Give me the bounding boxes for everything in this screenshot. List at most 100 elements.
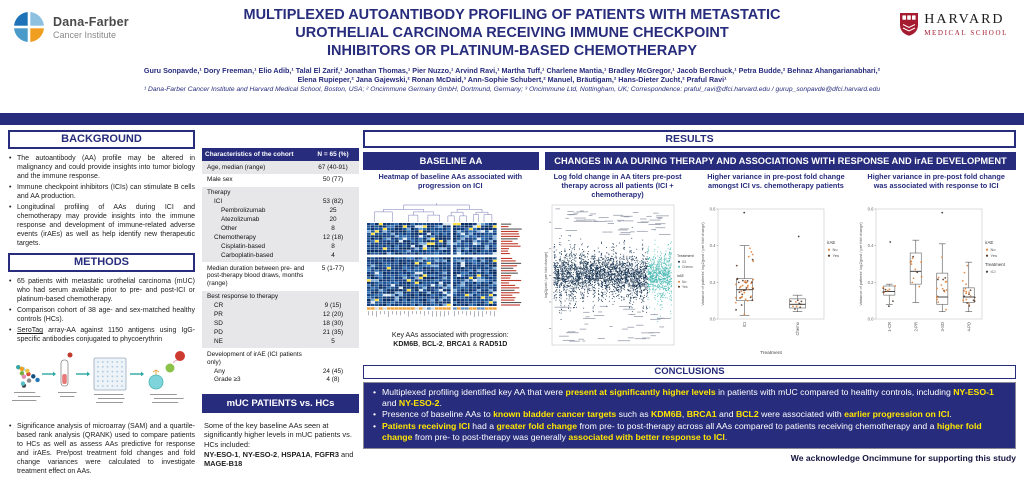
key-aas-text: Key AAs associated with progression: KDM… bbox=[391, 332, 509, 348]
svg-text:ICI: ICI bbox=[682, 260, 686, 264]
table-row: Development of irAE (ICI patients only) bbox=[207, 350, 302, 366]
cohort-table-group: Male sex 50 (77) bbox=[202, 174, 359, 187]
cohort-table-group: Median duration between pre- and post-th… bbox=[202, 262, 359, 291]
table-row: PR 12 (20) bbox=[214, 311, 344, 319]
variance-by-treatment-boxplot: 0.0 0.2 0.4 0.6 Variance of patients' log2(p… bbox=[700, 207, 839, 357]
baseline-aa-bar: BASELINE AA bbox=[363, 152, 539, 170]
table-row: Cisplatin-based 8 bbox=[221, 242, 335, 250]
variance-response-title: Higher variance in pre-post fold change … bbox=[867, 172, 1005, 190]
conclusion-bullet: Presence of baseline AAs to known bladde… bbox=[372, 409, 1005, 420]
methods-workflow-diagram bbox=[11, 351, 185, 403]
table-row: Chemotherapy 12 (18) bbox=[214, 233, 344, 241]
table-row: Age, median (range) 67 (40-91) bbox=[207, 163, 348, 171]
dana-farber-subtitle: Cancer Institute bbox=[53, 29, 117, 40]
table-row: Carboplatin-based 4 bbox=[221, 251, 335, 259]
methods-analysis-bullet-list: Significance analysis of microarray (SAM… bbox=[8, 422, 195, 476]
conclusion-bullet: Multiplexed profiling identified key AA … bbox=[372, 387, 1005, 409]
muc-vs-hc-section-header: mUC PATIENTS vs. HCs bbox=[202, 393, 359, 413]
svg-text:No: No bbox=[682, 280, 686, 284]
background-bullet: Longitudinal profiling of AAs during ICI… bbox=[8, 203, 195, 248]
background-bullet: Immune checkpoint inhibitors (ICIs) can … bbox=[8, 183, 195, 201]
methods-bullet: Significance analysis of microarray (SAM… bbox=[8, 422, 195, 476]
table-row: ICI 53 (82) bbox=[214, 198, 344, 206]
table-row: SD 18 (30) bbox=[214, 320, 344, 327]
background-section-header: BACKGROUND bbox=[8, 130, 195, 149]
cohort-table: Characteristics of the cohort N = 65 (%)… bbox=[202, 148, 359, 387]
table-row: Best response to therapy bbox=[207, 293, 279, 301]
table-row: Atezolizumab 20 bbox=[221, 216, 337, 224]
cohort-table-group: Therapy ICI 53 (82) Pembrolizumab 25 Atezoliz… bbox=[202, 186, 359, 263]
harvard-logo: HARVARD MEDICAL SCHOOL bbox=[899, 12, 1008, 37]
logfold-strip-chart: log2(post / pre fold change) Treatment ICI… bbox=[544, 204, 694, 346]
harvard-name: HARVARD bbox=[924, 12, 1005, 27]
svg-text:0.2: 0.2 bbox=[709, 280, 715, 285]
results-subsection-bars: BASELINE AA CHANGES IN AA DURING THERAPY… bbox=[363, 152, 1016, 170]
methods-section-header: METHODS bbox=[8, 253, 195, 272]
panel-variance-response: Higher variance in pre-post fold change … bbox=[856, 172, 1016, 362]
methods-bullet: 65 patients with metastatic urothelial c… bbox=[8, 277, 195, 304]
cohort-table-header-n: N = 65 (%) bbox=[317, 151, 349, 158]
conclusions-section-header: CONCLUSIONS bbox=[363, 365, 1016, 379]
harvard-subtitle: MEDICAL SCHOOL bbox=[924, 29, 1008, 37]
results-column: RESULTS BASELINE AA CHANGES IN AA DURING… bbox=[363, 130, 1016, 463]
conclusion-bullet: Patients receiving ICI had a greater fol… bbox=[372, 421, 1005, 443]
changes-in-aa-bar: CHANGES IN AA DURING THERAPY AND ASSOCIA… bbox=[545, 152, 1016, 170]
cohort-column: Characteristics of the cohort N = 65 (%)… bbox=[202, 148, 359, 469]
title-line-1: MULTIPLEXED AUTOANTIBODY PROFILING OF PA… bbox=[243, 7, 781, 23]
table-row: Therapy bbox=[207, 189, 231, 197]
table-row: Male sex 50 (77) bbox=[207, 176, 344, 184]
panel-logfold-strip: Log fold change in AA titers pre-post th… bbox=[540, 172, 696, 362]
cohort-table-header-label: Characteristics of the cohort bbox=[205, 151, 294, 158]
poster-title: MULTIPLEXED AUTOANTIBODY PROFILING OF PA… bbox=[150, 6, 874, 60]
heatmap-title: Heatmap of baseline AAs associated with … bbox=[378, 172, 523, 190]
svg-text:0.4: 0.4 bbox=[709, 243, 715, 248]
left-column: BACKGROUND The autoantibody (AA) profile… bbox=[8, 130, 195, 478]
affiliations: ¹ Dana-Farber Cancer Institute and Harva… bbox=[143, 86, 881, 93]
table-row: Other 8 bbox=[221, 224, 335, 232]
background-bullet: The autoantibody (AA) profile may be alt… bbox=[8, 154, 195, 181]
methods-bullet: Comparison cohort of 38 age- and sex-mat… bbox=[8, 306, 195, 324]
acknowledgment-text: We acknowledge Oncimmune for supporting … bbox=[790, 453, 1016, 464]
results-section-header: RESULTS bbox=[363, 130, 1016, 148]
dana-farber-logo-icon bbox=[12, 10, 46, 44]
table-row: Grade ≥3 4 (8) bbox=[214, 376, 340, 384]
dana-farber-logo: Dana-Farber Cancer Institute bbox=[12, 10, 129, 44]
poster-header: Dana-Farber Cancer Institute MULTIPLEXED… bbox=[0, 0, 1024, 112]
svg-text:Variance of patients' log2(pos: Variance of patients' log2(post / pre fo… bbox=[700, 222, 705, 306]
cohort-table-group: Age, median (range) 67 (40-91) bbox=[202, 161, 359, 174]
strip-plot-title: Log fold change in AA titers pre-post th… bbox=[553, 172, 682, 199]
cohort-table-group: Best response to therapy CR 9 (15) PR 12 (20… bbox=[202, 290, 359, 349]
svg-text:0.0: 0.0 bbox=[709, 317, 715, 322]
background-bullet-list: The autoantibody (AA) profile may be alt… bbox=[8, 154, 195, 248]
svg-text:irAE: irAE bbox=[677, 274, 685, 278]
table-row: Median duration between pre- and post-th… bbox=[207, 264, 345, 288]
baseline-aa-heatmap-chart bbox=[367, 203, 522, 318]
svg-text:Chemo: Chemo bbox=[682, 265, 693, 269]
table-row: NE 5 bbox=[214, 337, 335, 345]
svg-text:log2(post / pre fold change): log2(post / pre fold change) bbox=[544, 251, 548, 298]
svg-text:Yes: Yes bbox=[682, 285, 688, 289]
panel-variance-treatment: Higher variance in pre-post fold change … bbox=[698, 172, 855, 362]
harvard-shield-icon bbox=[900, 13, 919, 36]
authors-block: Guru Sonpavde,¹ Dory Freeman,¹ Elio Adib… bbox=[38, 66, 986, 95]
table-row: PD 21 (35) bbox=[214, 328, 344, 336]
header-divider-band bbox=[0, 113, 1024, 125]
cohort-table-header: Characteristics of the cohort N = 65 (%) bbox=[202, 148, 359, 161]
panel-baseline-heatmap: Heatmap of baseline AAs associated with … bbox=[363, 172, 538, 362]
results-panels: Heatmap of baseline AAs associated with … bbox=[363, 172, 1016, 362]
cohort-table-group: Development of irAE (ICI patients only) A… bbox=[202, 348, 359, 387]
muc-vs-hc-text: Some of the key baseline AAs seen at sig… bbox=[204, 420, 354, 469]
table-row: Pembrolizumab 25 bbox=[221, 207, 337, 215]
methods-workflow-figure bbox=[8, 346, 195, 417]
conclusions-list: Multiplexed profiling identified key AA … bbox=[372, 387, 1005, 443]
svg-text:0.6: 0.6 bbox=[709, 207, 715, 212]
methods-bullet-list: 65 patients with metastatic urothelial c… bbox=[8, 277, 195, 344]
methods-bullet: SeroTag array-AA against 1150 antigens u… bbox=[8, 326, 195, 344]
authors-line-1: Guru Sonpavde,¹ Dory Freeman,¹ Elio Adib… bbox=[143, 66, 881, 75]
title-line-3: INHIBITORS OR PLATINUM-BASED CHEMOTHERAP… bbox=[326, 43, 698, 59]
authors-line-2: Elena Rupieper,² Jana Gajewski,² Ronan M… bbox=[297, 75, 727, 84]
svg-text:Treatment: Treatment bbox=[677, 254, 694, 258]
table-row: Any 24 (45) bbox=[214, 367, 344, 375]
